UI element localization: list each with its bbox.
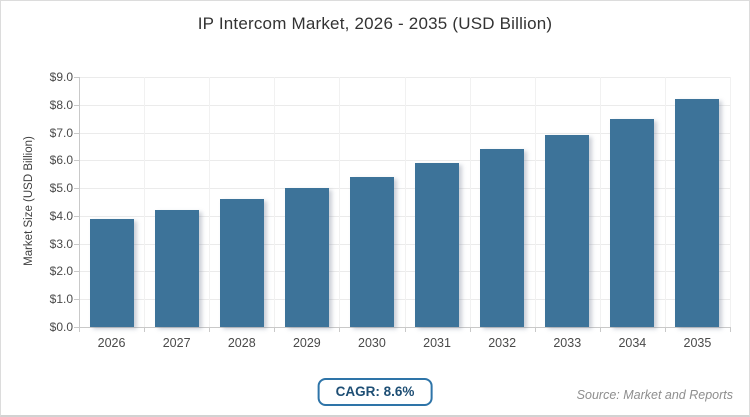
gridline-vertical xyxy=(144,77,146,327)
y-tick-label: $1.0 xyxy=(49,292,73,307)
bar-2029 xyxy=(284,188,329,327)
x-tick-mark xyxy=(209,327,211,332)
y-tick-label: $5.0 xyxy=(49,181,73,196)
y-tick-mark xyxy=(74,160,79,162)
bar-2030 xyxy=(349,177,394,327)
x-tick-mark xyxy=(664,327,666,332)
y-axis-line xyxy=(79,77,80,327)
gridline-vertical xyxy=(339,77,341,327)
bar-2033 xyxy=(545,135,590,327)
gridline-vertical xyxy=(469,77,471,327)
gridline-vertical xyxy=(599,77,601,327)
y-tick-label: $6.0 xyxy=(49,153,73,168)
cagr-badge: CAGR: 8.6% xyxy=(317,378,433,406)
x-tick-label: 2033 xyxy=(553,336,582,350)
y-tick-label: $4.0 xyxy=(49,208,73,223)
y-tick-label: $3.0 xyxy=(49,236,73,251)
y-tick-mark xyxy=(74,243,79,245)
x-tick-label: 2032 xyxy=(488,336,517,350)
x-tick-label: 2029 xyxy=(292,336,321,350)
y-tick-mark xyxy=(74,188,79,190)
x-tick-label: 2028 xyxy=(227,336,256,350)
gridline-vertical xyxy=(730,77,731,327)
y-tick-label: $2.0 xyxy=(49,264,73,279)
bar-2026 xyxy=(89,218,134,327)
x-tick-label: 2030 xyxy=(358,336,386,350)
y-tick-label: $7.0 xyxy=(49,125,73,140)
gridline-vertical xyxy=(274,77,276,327)
x-tick-label: 2027 xyxy=(162,336,191,350)
y-tick-mark xyxy=(74,104,79,106)
y-tick-label: $9.0 xyxy=(49,70,73,84)
x-tick-mark xyxy=(79,327,80,332)
bar-2032 xyxy=(480,149,525,327)
x-tick-mark xyxy=(469,327,471,332)
bar-2034 xyxy=(610,118,655,327)
gridline-vertical xyxy=(404,77,406,327)
x-tick-mark xyxy=(274,327,276,332)
bar-2035 xyxy=(675,99,720,327)
x-tick-mark xyxy=(339,327,341,332)
y-tick-mark xyxy=(74,77,79,78)
bar-2027 xyxy=(154,210,199,327)
y-tick-mark xyxy=(74,215,79,217)
y-tick-label: $8.0 xyxy=(49,97,73,112)
bar-2028 xyxy=(219,199,264,327)
y-tick-mark xyxy=(74,132,79,134)
x-tick-mark xyxy=(730,327,731,332)
x-tick-label: 2031 xyxy=(423,336,451,350)
source-note: Source: Market and Reports xyxy=(576,388,733,402)
x-tick-mark xyxy=(534,327,536,332)
x-tick-mark xyxy=(404,327,406,332)
y-tick-mark xyxy=(74,299,79,301)
x-tick-label: 2035 xyxy=(683,336,712,350)
x-tick-label: 2034 xyxy=(618,336,647,350)
gridline-vertical xyxy=(534,77,536,327)
y-tick-label: $0.0 xyxy=(49,320,73,334)
x-tick-label: 2026 xyxy=(97,336,126,350)
gridline-vertical xyxy=(664,77,666,327)
chart-title: IP Intercom Market, 2026 - 2035 (USD Bil… xyxy=(197,14,553,33)
gridline-vertical xyxy=(209,77,211,327)
bar-2031 xyxy=(415,163,460,327)
x-tick-mark xyxy=(144,327,146,332)
x-tick-mark xyxy=(599,327,601,332)
y-tick-mark xyxy=(74,327,79,328)
y-tick-mark xyxy=(74,271,79,273)
